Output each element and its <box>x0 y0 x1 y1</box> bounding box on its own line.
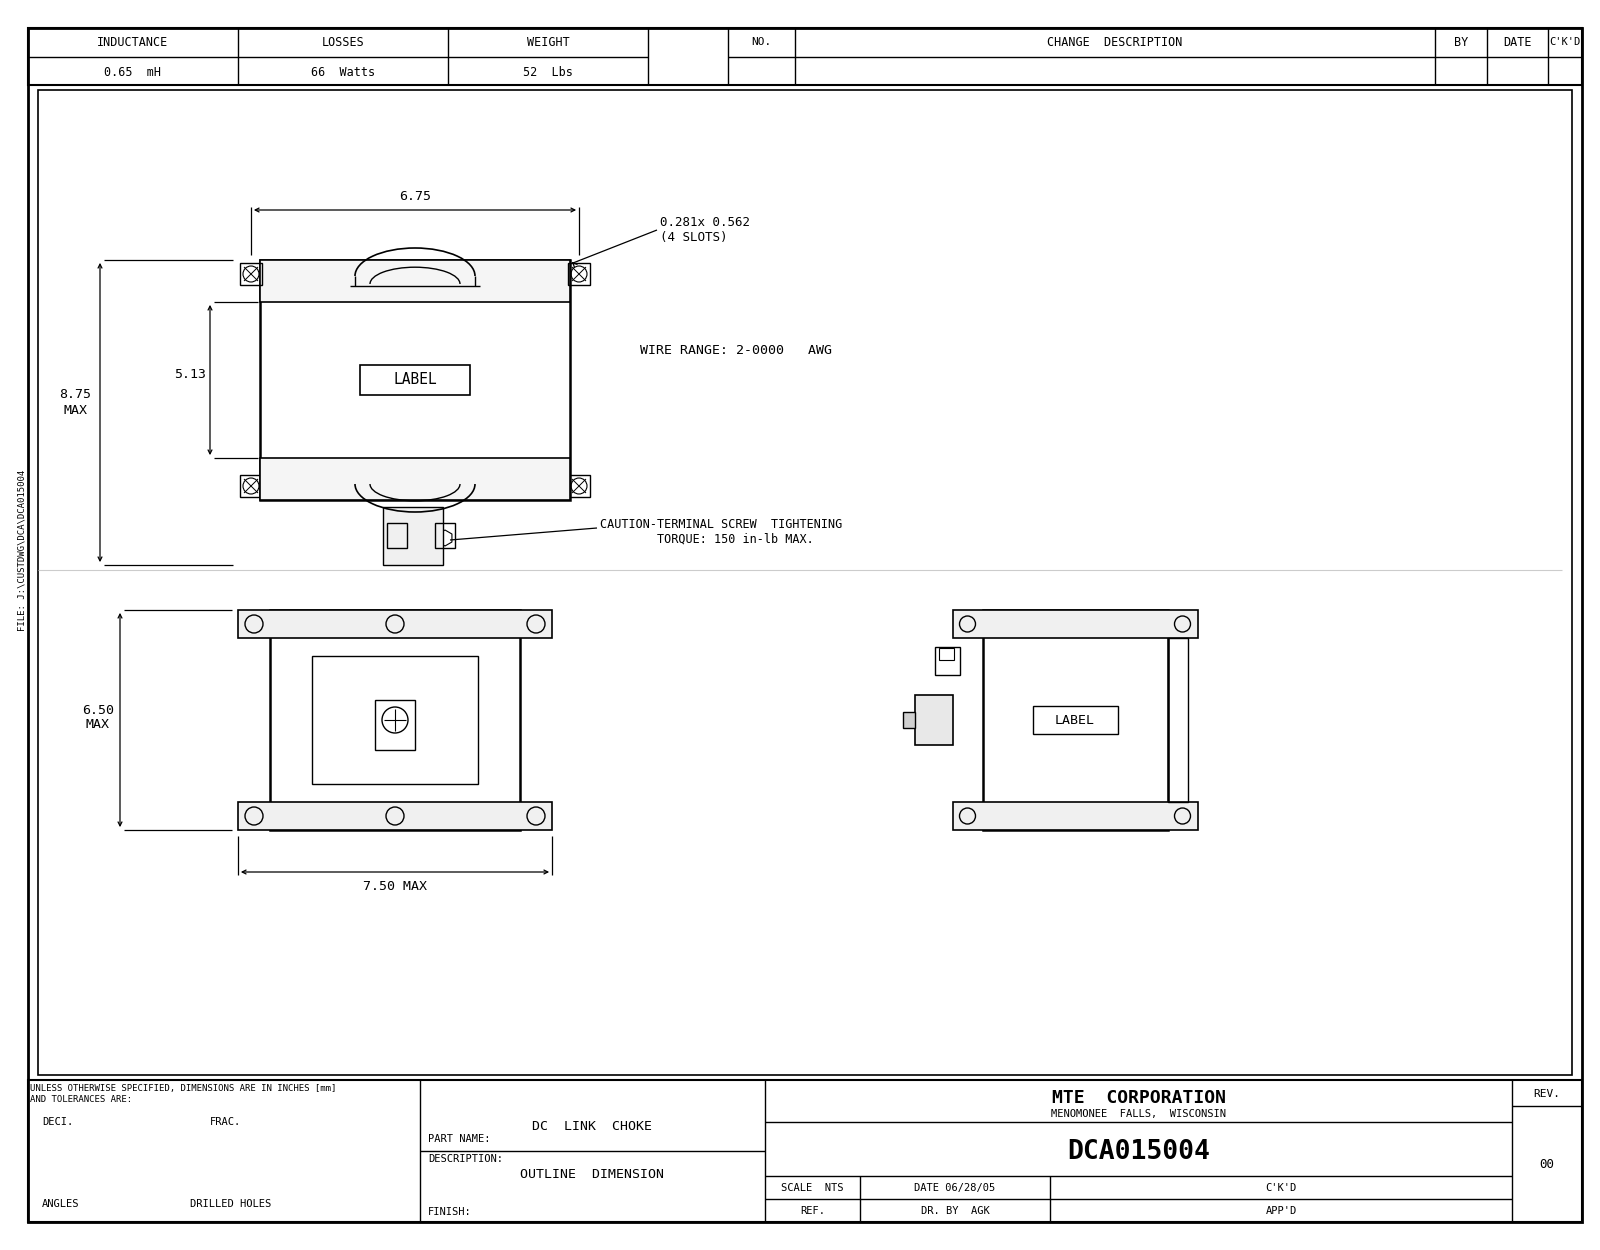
Text: ANGLES: ANGLES <box>42 1199 80 1209</box>
Text: 5.13: 5.13 <box>174 369 206 381</box>
Text: BY: BY <box>1454 35 1469 49</box>
Text: 0.281x 0.562: 0.281x 0.562 <box>661 215 750 229</box>
Text: LOSSES: LOSSES <box>322 35 365 49</box>
Text: DESCRIPTION:: DESCRIPTION: <box>429 1154 502 1164</box>
Bar <box>382 508 443 565</box>
Text: INDUCTANCE: INDUCTANCE <box>98 35 168 49</box>
Text: DR. BY  AGK: DR. BY AGK <box>920 1206 989 1216</box>
Text: FINISH:: FINISH: <box>429 1208 472 1218</box>
Text: C'K'D: C'K'D <box>1266 1182 1296 1192</box>
Text: REF.: REF. <box>800 1206 826 1216</box>
Text: 66  Watts: 66 Watts <box>310 65 374 79</box>
Text: MTE  CORPORATION: MTE CORPORATION <box>1051 1089 1226 1108</box>
Bar <box>360 365 470 395</box>
Text: PART NAME:: PART NAME: <box>429 1134 491 1144</box>
Text: REV.: REV. <box>1533 1089 1560 1099</box>
Bar <box>982 610 1168 830</box>
Text: DCA015004: DCA015004 <box>1067 1139 1210 1165</box>
Text: CHANGE  DESCRIPTION: CHANGE DESCRIPTION <box>1048 35 1182 49</box>
Text: SCALE  NTS: SCALE NTS <box>781 1182 843 1192</box>
Bar <box>240 262 262 285</box>
Text: (4 SLOTS): (4 SLOTS) <box>661 230 728 244</box>
Bar <box>270 610 520 830</box>
Text: DATE: DATE <box>1504 35 1531 49</box>
Text: OUTLINE  DIMENSION: OUTLINE DIMENSION <box>520 1169 664 1181</box>
Text: FRAC.: FRAC. <box>210 1118 242 1128</box>
Text: 6.75: 6.75 <box>398 190 430 202</box>
Text: WEIGHT: WEIGHT <box>526 35 570 49</box>
Bar <box>238 802 552 830</box>
Bar <box>387 522 406 548</box>
Text: DATE 06/28/05: DATE 06/28/05 <box>914 1182 995 1192</box>
Bar <box>568 475 590 498</box>
Bar <box>38 90 1571 1075</box>
Text: 0.65  mH: 0.65 mH <box>104 65 162 79</box>
Text: 00: 00 <box>1539 1158 1555 1170</box>
Text: DC  LINK  CHOKE: DC LINK CHOKE <box>533 1120 653 1132</box>
Text: WIRE RANGE: 2-0000   AWG: WIRE RANGE: 2-0000 AWG <box>640 344 832 356</box>
Text: MENOMONEE  FALLS,  WISCONSIN: MENOMONEE FALLS, WISCONSIN <box>1051 1109 1226 1119</box>
Bar <box>1032 706 1117 734</box>
Bar <box>952 610 1197 638</box>
Text: TORQUE: 150 in-lb MAX.: TORQUE: 150 in-lb MAX. <box>600 532 814 545</box>
Bar <box>240 475 262 498</box>
Bar <box>915 695 952 745</box>
Bar <box>568 262 590 285</box>
Bar <box>939 648 954 660</box>
Bar <box>312 656 478 784</box>
Bar <box>952 802 1197 830</box>
Text: FILE: J:\CUSTDWG\DCA\DCA015004: FILE: J:\CUSTDWG\DCA\DCA015004 <box>18 469 27 630</box>
Text: 52  Lbs: 52 Lbs <box>523 65 573 79</box>
Text: 7.50 MAX: 7.50 MAX <box>363 880 427 892</box>
Text: MAX: MAX <box>86 719 110 731</box>
Bar <box>259 458 570 500</box>
Bar <box>902 712 915 727</box>
Text: CAUTION-TERMINAL SCREW  TIGHTENING: CAUTION-TERMINAL SCREW TIGHTENING <box>600 519 842 531</box>
Text: 8.75: 8.75 <box>59 389 91 401</box>
Bar <box>374 700 414 750</box>
Text: 6.50: 6.50 <box>82 704 114 716</box>
Bar <box>238 610 552 638</box>
Bar <box>259 260 570 302</box>
Bar <box>29 1080 1582 1222</box>
Text: AND TOLERANCES ARE:: AND TOLERANCES ARE: <box>30 1095 133 1105</box>
Text: MAX: MAX <box>62 404 86 416</box>
Text: UNLESS OTHERWISE SPECIFIED, DIMENSIONS ARE IN INCHES [mm]: UNLESS OTHERWISE SPECIFIED, DIMENSIONS A… <box>30 1085 336 1094</box>
Bar <box>435 522 454 548</box>
Bar <box>1168 638 1187 802</box>
Text: DRILLED HOLES: DRILLED HOLES <box>190 1199 272 1209</box>
Bar <box>29 28 1582 85</box>
Text: APP'D: APP'D <box>1266 1206 1296 1216</box>
Bar <box>934 648 960 675</box>
Text: NO.: NO. <box>752 38 771 48</box>
Text: LABEL: LABEL <box>1054 714 1094 726</box>
Text: C'K'D: C'K'D <box>1549 38 1581 48</box>
Text: DECI.: DECI. <box>42 1118 74 1128</box>
Bar <box>259 260 570 500</box>
Text: LABEL: LABEL <box>394 372 437 388</box>
